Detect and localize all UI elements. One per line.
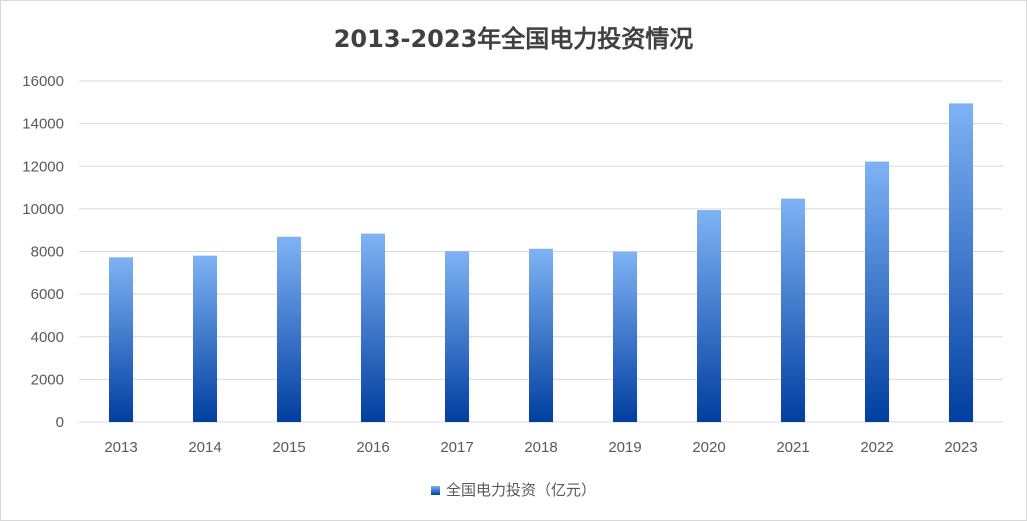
x-tick-label: 2013 [104, 439, 137, 456]
x-tick-label: 2019 [608, 439, 641, 456]
bar [109, 257, 133, 422]
legend: 全国电力投资（亿元） [1, 479, 1026, 500]
y-tick-label: 10000 [22, 201, 64, 218]
bar [193, 255, 217, 422]
x-tick-label: 2017 [440, 439, 473, 456]
bar [277, 236, 301, 422]
x-tick-label: 2021 [776, 439, 809, 456]
bar [529, 248, 553, 422]
bar [445, 251, 469, 422]
bar [613, 251, 637, 422]
legend-label: 全国电力投资（亿元） [445, 481, 596, 499]
chart-title: 2013-2023年全国电力投资情况 [333, 25, 694, 53]
x-tick-label: 2023 [944, 439, 977, 456]
legend-swatch [430, 486, 440, 495]
bar [781, 198, 805, 422]
x-tick-label: 2020 [692, 439, 725, 456]
x-tick-label: 2014 [188, 439, 221, 456]
bar [361, 233, 385, 422]
y-tick-label: 6000 [31, 286, 64, 303]
y-tick-label: 2000 [31, 371, 64, 388]
bar [865, 161, 889, 422]
x-tick-label: 2022 [860, 439, 893, 456]
x-tick-label: 2018 [524, 439, 557, 456]
x-tick-label: 2016 [356, 439, 389, 456]
bar [949, 103, 973, 423]
y-tick-label: 8000 [31, 244, 64, 261]
bar [697, 210, 721, 422]
y-tick-label: 16000 [22, 73, 64, 90]
x-tick-label: 2015 [272, 439, 305, 456]
y-tick-label: 14000 [22, 116, 64, 133]
y-tick-label: 12000 [22, 158, 64, 175]
y-tick-label: 0 [56, 414, 64, 431]
y-tick-label: 4000 [31, 329, 64, 346]
